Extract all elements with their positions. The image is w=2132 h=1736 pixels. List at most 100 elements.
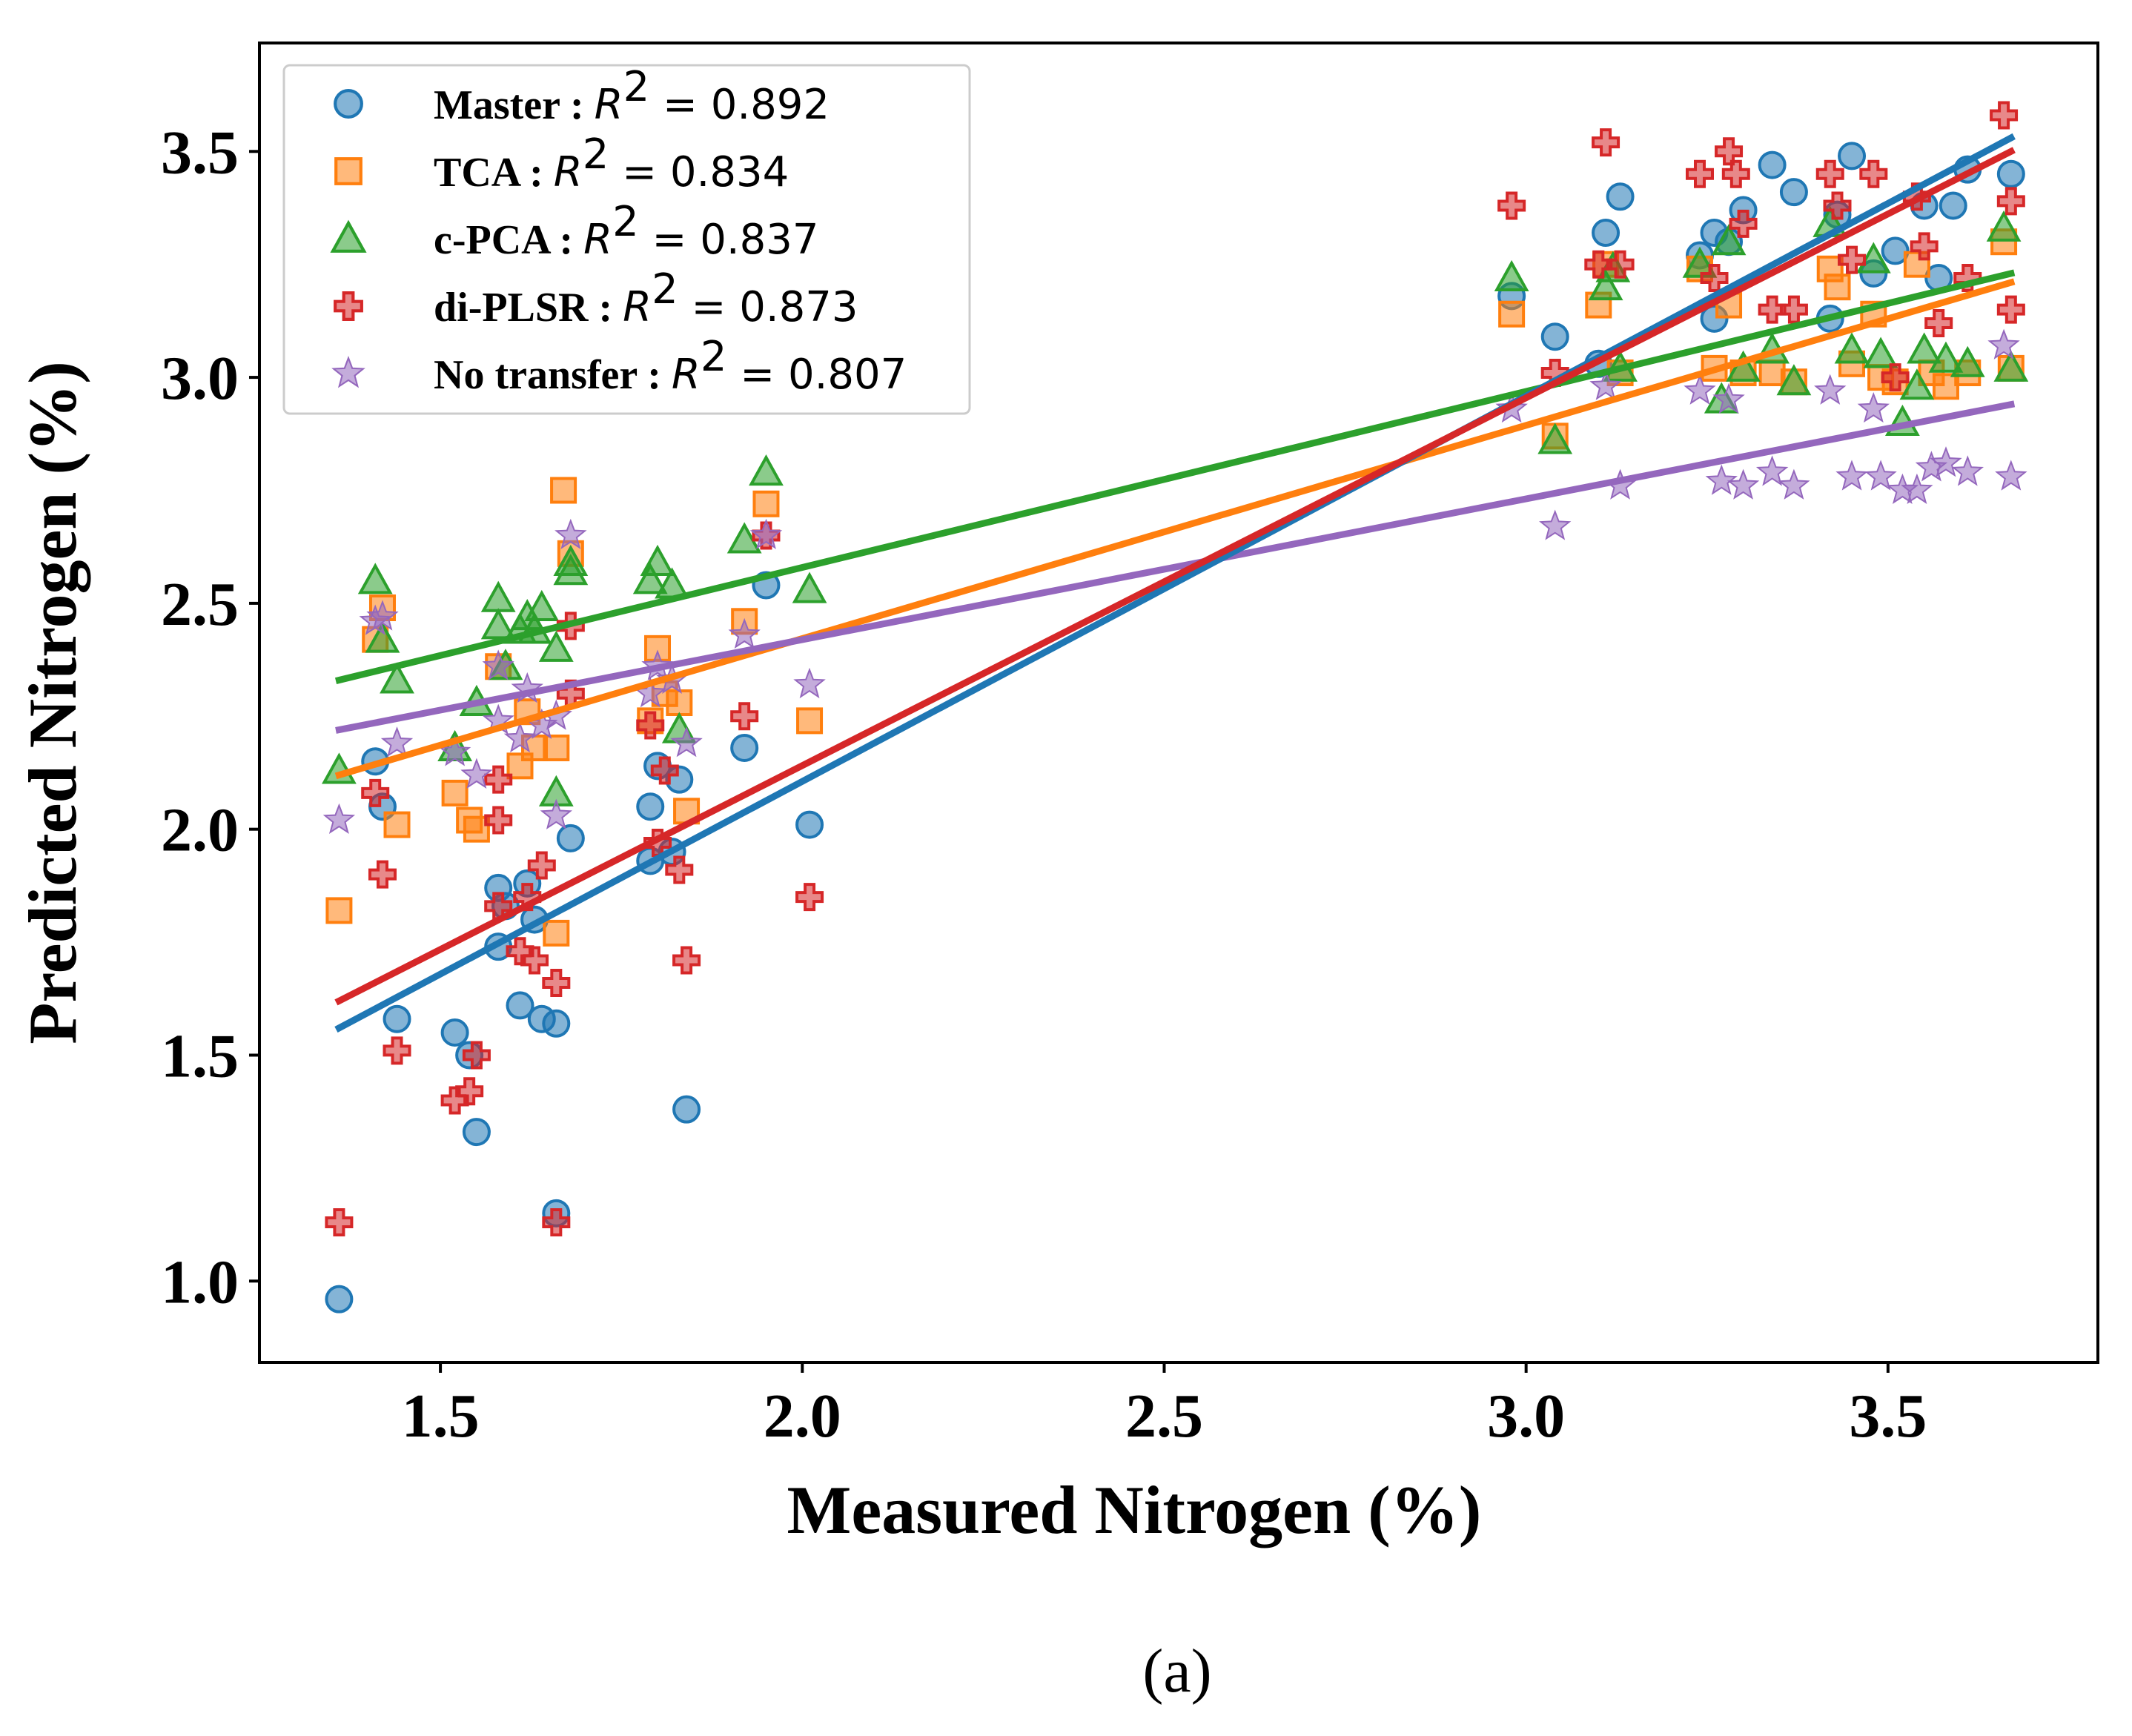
data-point-plus [1685,159,1714,188]
data-point-plus [1859,159,1888,188]
data-point-star [1951,455,1984,486]
legend-r2-symbol: R [595,81,623,129]
data-point-star [1712,382,1745,414]
data-point-triangle [749,454,784,486]
data-point-star [1857,391,1890,423]
data-point-circle [556,824,585,852]
data-point-triangle [792,572,827,603]
legend-r2-value: = 0.807 [726,351,907,399]
data-point-square [1498,300,1526,328]
x-tick-label: 2.0 [764,1382,841,1451]
legend-label: c-PCA : R2 = 0.837 [434,198,819,264]
y-tick-label: 1.0 [161,1248,239,1316]
legend-entry: di-PLSR : R2 = 0.873 [334,265,858,331]
data-point-triangle [365,621,400,653]
data-point-plus [455,1077,484,1106]
data-point-star [1755,455,1789,486]
data-point-star [1778,468,1810,500]
fit-layer [334,133,2016,1033]
legend-label: Master : R2 = 0.892 [434,63,830,129]
data-point-plus [542,968,571,997]
data-point-circle [1779,178,1808,207]
data-point-square [441,779,469,806]
data-point-plus [520,946,549,975]
data-point-plus [1823,191,1852,220]
data-point-triangle [380,662,414,694]
data-point-star [793,667,826,699]
data-point-plus [1592,128,1620,157]
data-point-star [1995,460,2027,491]
data-point-star [503,721,537,753]
x-tick-label: 3.5 [1849,1382,1927,1451]
x-tick-label: 1.5 [402,1382,480,1451]
legend-marker-circle [334,89,363,119]
data-point-plus [1758,295,1787,324]
legend-series-name: No transfer : [434,352,672,398]
data-point-circle [383,1004,411,1033]
data-point-plus [1996,295,2025,324]
data-point-star [1835,460,1868,491]
data-point-plus [1910,232,1939,261]
data-point-circle [440,1018,469,1047]
x-axis-title: Measured Nitrogen (%) [787,1472,1482,1548]
data-point-circle [1758,150,1787,179]
data-point-triangle [1776,364,1812,396]
data-point-plus [484,806,513,835]
y-tick-label: 1.5 [161,1021,239,1090]
legend-marker-plus [334,291,363,321]
data-point-triangle [1993,350,2029,382]
legend-r2-value: = 0.892 [649,81,830,129]
legend-entry: TCA : R2 = 0.834 [334,130,789,196]
data-point-square [325,897,353,924]
data-point-plus [1815,159,1844,188]
legend-entry: c-PCA : R2 = 0.837 [330,198,819,264]
legend-r2-exponent: 2 [612,198,639,246]
data-point-triangle [640,544,675,577]
data-point-triangle [726,522,762,554]
data-point-square [796,707,824,735]
legend-entry: Master : R2 = 0.892 [334,63,830,129]
legend-marker-square [334,157,362,185]
data-point-star [1539,509,1572,540]
data-point-circle [1996,159,2025,188]
legend-label: No transfer : R2 = 0.807 [434,333,907,399]
legend-r2-value: = 0.837 [639,216,819,264]
legend-r2-symbol: R [583,216,612,264]
data-point-plus [1996,187,2025,216]
figure-caption: (a) [1142,1637,1211,1706]
data-point-triangle [1863,337,1898,368]
data-point-plus [1924,308,1953,337]
data-point-star [1589,369,1622,400]
data-point-circle [542,1009,571,1038]
data-point-triangle [1834,332,1870,364]
data-point-triangle [1855,242,1891,274]
data-point-triangle [357,563,393,594]
data-point-square [543,734,570,761]
data-point-square [543,919,570,947]
x-tick-label: 2.5 [1125,1382,1203,1451]
legend-r2-value: = 0.834 [609,148,789,196]
legend-box [282,64,971,415]
y-tick-label: 2.5 [161,570,239,639]
data-point-plus [368,860,397,889]
data-point-circle [1606,182,1635,211]
data-point-star [1814,374,1847,405]
data-point-square [550,477,577,504]
data-point-star [1727,468,1760,500]
data-point-circle [672,1095,701,1124]
data-point-star [1987,328,2020,360]
data-point-plus [542,1208,571,1237]
data-point-star [1864,460,1897,491]
data-point-triangle [1928,341,1964,373]
data-point-circle [795,810,824,839]
data-point-square [752,490,780,517]
data-point-plus [730,702,759,731]
data-point-plus [672,946,701,975]
data-point-star [554,518,587,549]
data-point-triangle [1986,210,2022,242]
data-point-plus [1881,363,1910,392]
legend-r2-exponent: 2 [583,130,609,179]
plot-frame [258,42,2099,1364]
legend-marker-triangle [330,219,367,253]
